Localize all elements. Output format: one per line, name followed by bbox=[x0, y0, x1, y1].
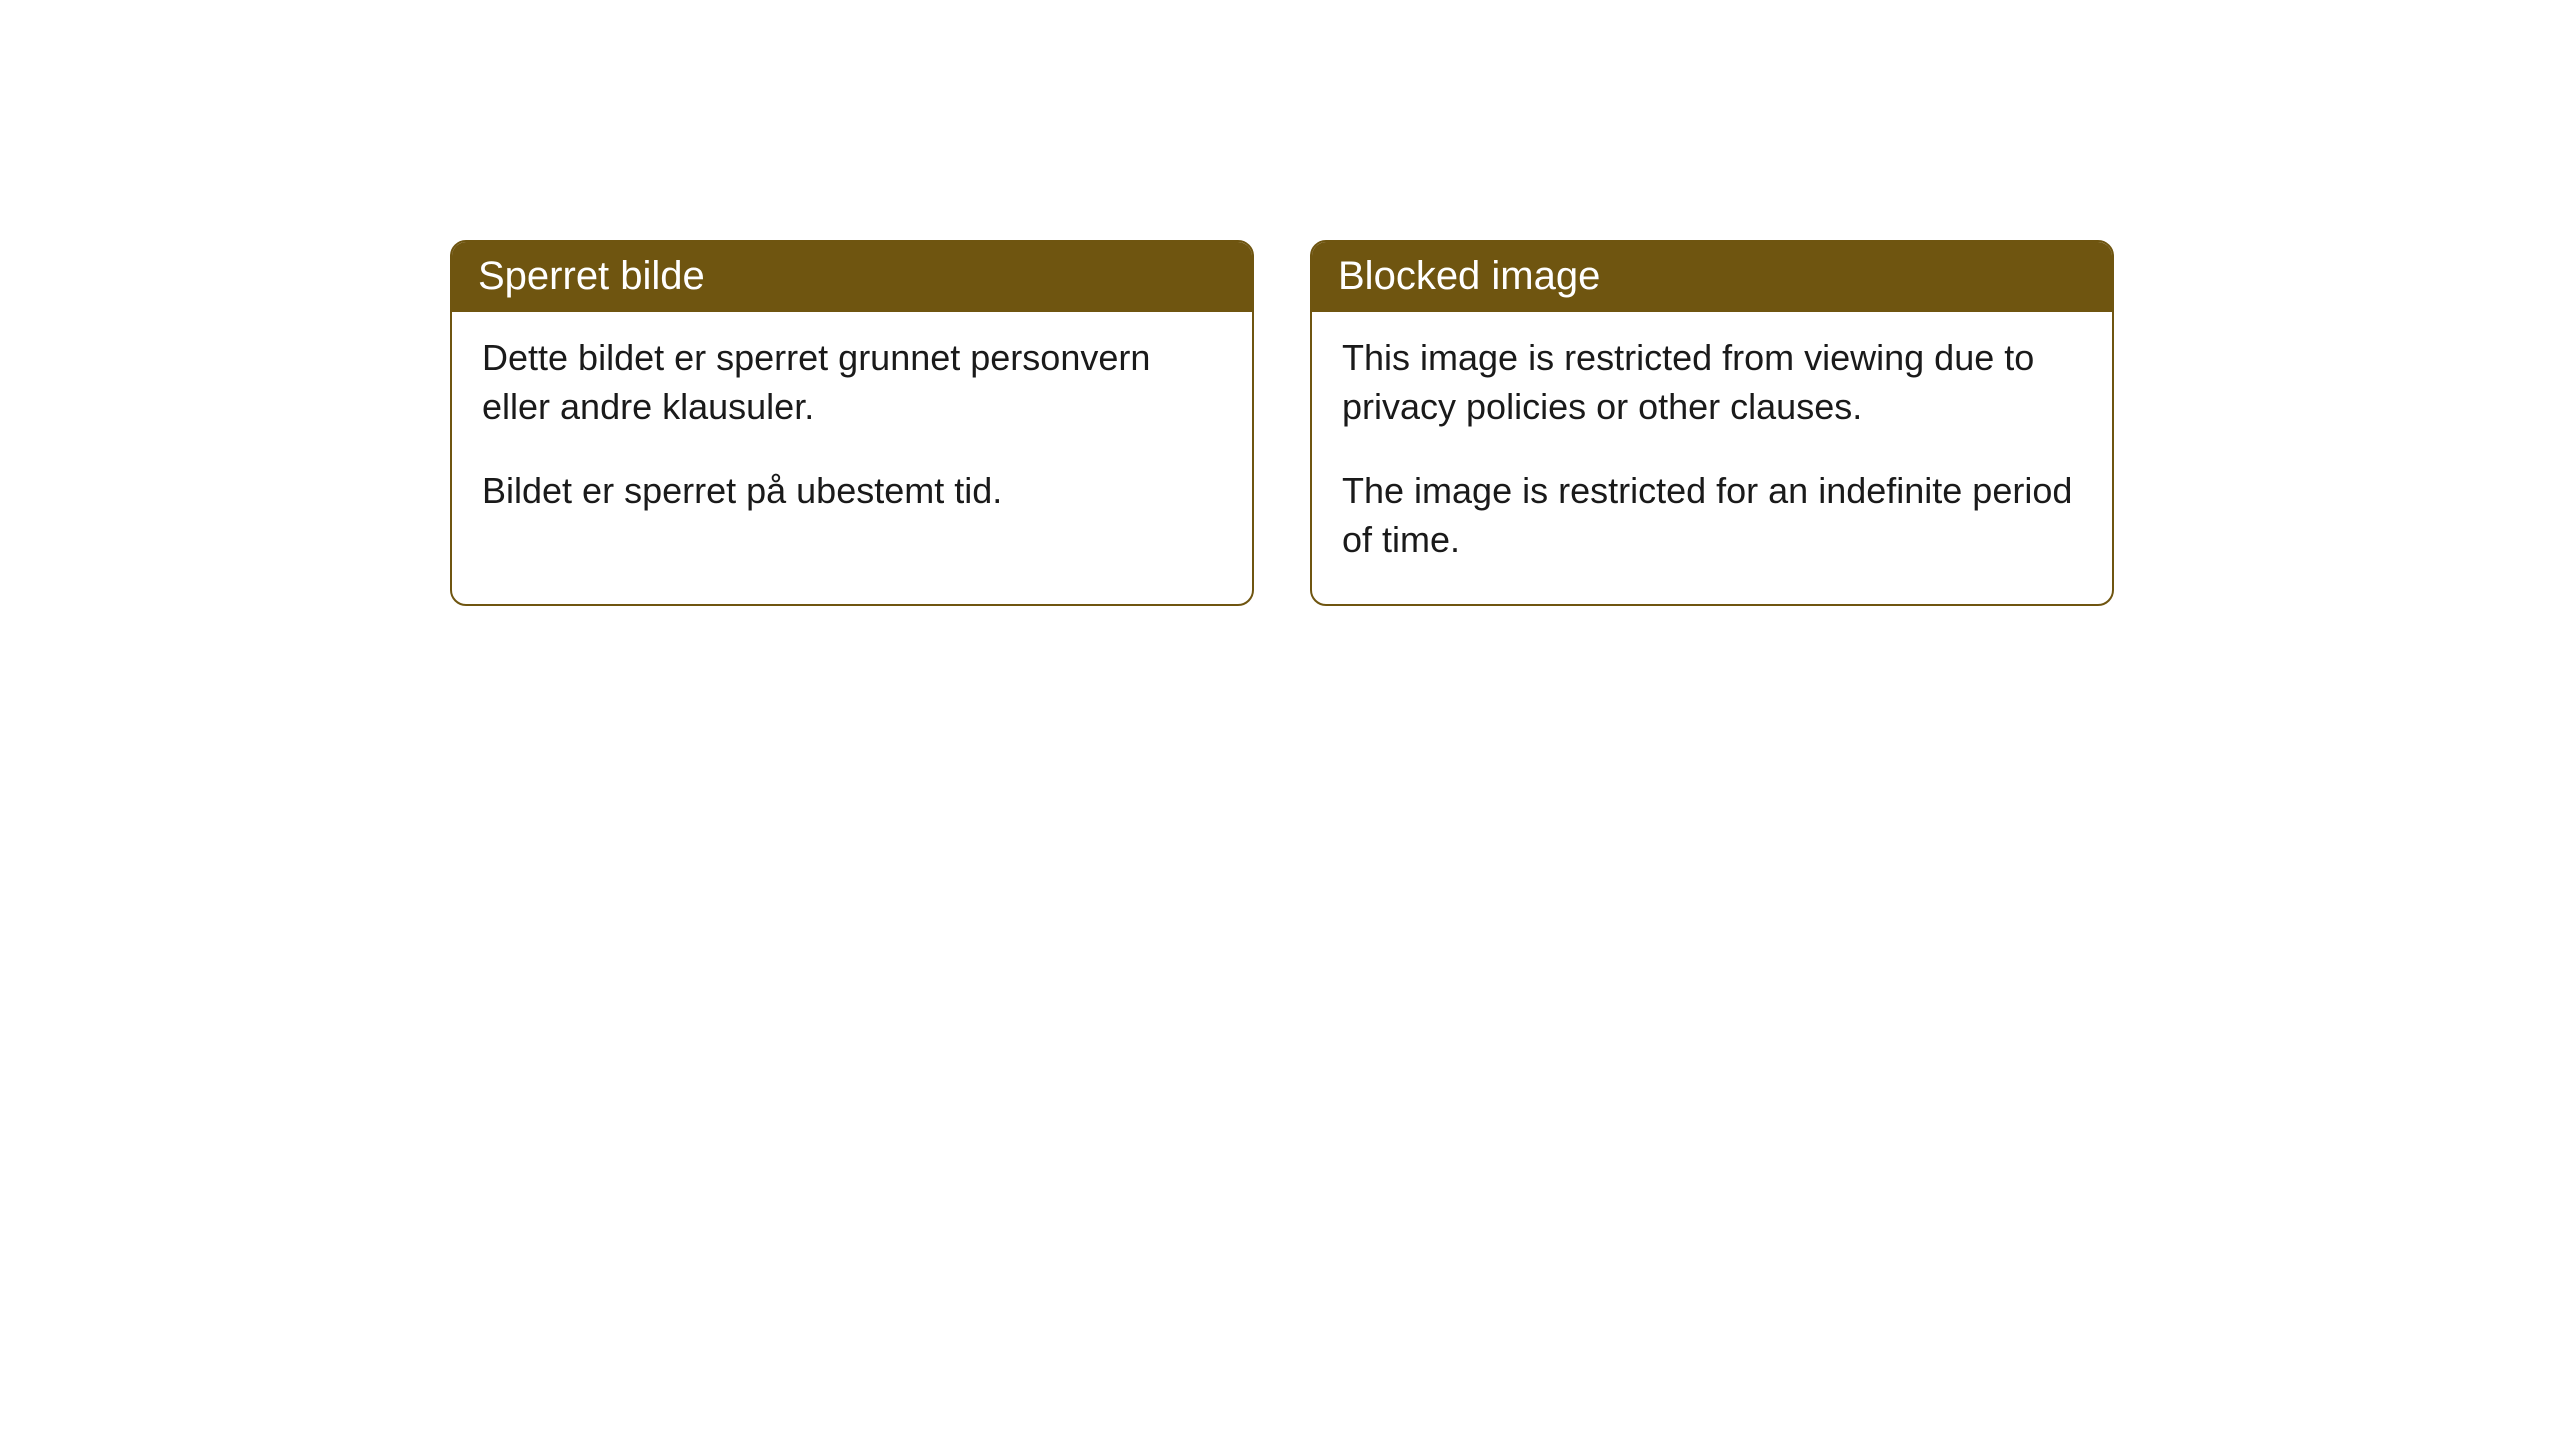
card-body-norwegian: Dette bildet er sperret grunnet personve… bbox=[452, 312, 1252, 556]
blocked-image-card-norwegian: Sperret bilde Dette bildet er sperret gr… bbox=[450, 240, 1254, 606]
card-paragraph: This image is restricted from viewing du… bbox=[1342, 334, 2082, 431]
card-paragraph: Dette bildet er sperret grunnet personve… bbox=[482, 334, 1222, 431]
card-paragraph: Bildet er sperret på ubestemt tid. bbox=[482, 467, 1222, 516]
card-header-norwegian: Sperret bilde bbox=[452, 242, 1252, 312]
card-header-english: Blocked image bbox=[1312, 242, 2112, 312]
card-body-english: This image is restricted from viewing du… bbox=[1312, 312, 2112, 604]
blocked-image-card-english: Blocked image This image is restricted f… bbox=[1310, 240, 2114, 606]
notice-cards-container: Sperret bilde Dette bildet er sperret gr… bbox=[450, 240, 2560, 606]
card-paragraph: The image is restricted for an indefinit… bbox=[1342, 467, 2082, 564]
